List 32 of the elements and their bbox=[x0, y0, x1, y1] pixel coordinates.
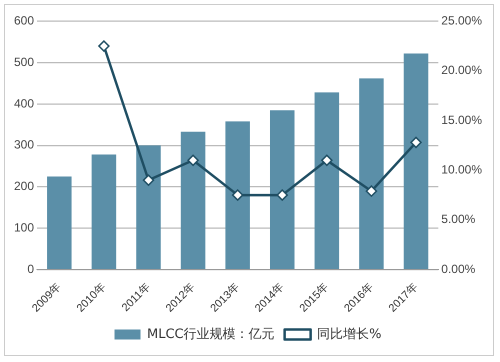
legend-label: MLCC行业规模：亿元 bbox=[147, 326, 275, 342]
y2-tick-label: 20.00% bbox=[441, 63, 482, 78]
bar bbox=[270, 110, 295, 269]
point bbox=[410, 136, 422, 148]
bar bbox=[314, 92, 340, 269]
y-tick-label: 200 bbox=[14, 179, 34, 194]
y2-tick-label: 10.00% bbox=[441, 162, 482, 177]
y2-tick-label: 15.00% bbox=[441, 112, 482, 127]
point bbox=[187, 154, 199, 166]
y2-tick-label: 0.00% bbox=[441, 262, 476, 276]
y2-tick-label: 5.00% bbox=[441, 212, 476, 226]
y-tick-label: 600 bbox=[14, 14, 34, 28]
y-tick-label: 400 bbox=[14, 96, 34, 110]
y-tick-label: 300 bbox=[14, 138, 34, 152]
y-tick-label: 0 bbox=[27, 262, 34, 276]
y-tick-label: 100 bbox=[14, 220, 34, 234]
legend-label: 同比增长% bbox=[317, 326, 382, 342]
bar bbox=[404, 53, 428, 269]
bar bbox=[92, 154, 116, 269]
point bbox=[142, 174, 154, 186]
bar bbox=[47, 176, 72, 269]
bar bbox=[136, 145, 161, 269]
bar bbox=[180, 132, 206, 269]
y2-tick-label: 25.00% bbox=[441, 14, 482, 28]
point bbox=[232, 189, 244, 201]
point bbox=[276, 189, 288, 201]
bar bbox=[225, 121, 250, 269]
point bbox=[321, 154, 333, 166]
bar bbox=[359, 78, 384, 269]
y-tick-label: 500 bbox=[14, 54, 34, 69]
point bbox=[366, 185, 378, 197]
point bbox=[98, 40, 110, 52]
